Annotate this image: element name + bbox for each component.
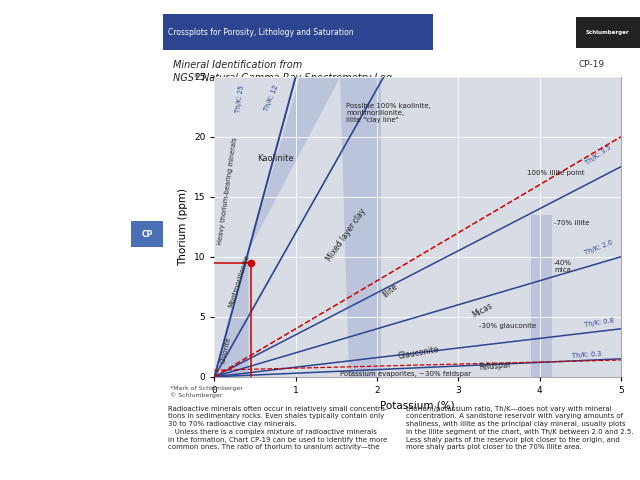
Text: Chlorite: Chlorite	[220, 336, 232, 364]
Y-axis label: Thorium (ppm): Thorium (ppm)	[179, 188, 188, 266]
Polygon shape	[340, 77, 381, 377]
X-axis label: Potassium (%): Potassium (%)	[380, 400, 455, 410]
Text: *Mark of Schlumberger
© Schlumberger: *Mark of Schlumberger © Schlumberger	[170, 386, 243, 398]
Text: Th/K: 12: Th/K: 12	[263, 84, 279, 112]
Text: Chart
CP-19: Chart CP-19	[43, 228, 120, 280]
Text: CP-19: CP-19	[578, 60, 604, 69]
Text: Heavy thorium-bearing minerals: Heavy thorium-bearing minerals	[218, 137, 239, 245]
Text: Th/K: 25: Th/K: 25	[235, 84, 245, 112]
Text: thorium/potassium ratio, Th/K—does not vary with mineral
concentration. A sandst: thorium/potassium ratio, Th/K—does not v…	[406, 406, 634, 450]
Text: 100% illite point: 100% illite point	[527, 170, 585, 176]
Text: Glauconite: Glauconite	[397, 345, 440, 361]
Text: Montmorillonite: Montmorillonite	[228, 253, 250, 308]
Polygon shape	[531, 215, 552, 377]
Text: Kaolinite: Kaolinite	[257, 154, 294, 163]
Text: Mineral Identification from
NGS* Natural Gamma Ray Spectrometry Log: Mineral Identification from NGS* Natural…	[173, 60, 392, 83]
Text: Possible 100% kaolinite,
montmorillonite,
illite "clay line": Possible 100% kaolinite, montmorillonite…	[346, 103, 431, 123]
Text: Mixed layer clay: Mixed layer clay	[324, 207, 367, 264]
Text: Th/K: 0.3: Th/K: 0.3	[572, 350, 602, 359]
Text: -30% glauconite: -30% glauconite	[479, 324, 536, 329]
Text: Crossplots for Porosity, Lithology and Saturation: Crossplots for Porosity, Lithology and S…	[168, 28, 353, 37]
Text: Schlumberger: Schlumberger	[586, 30, 629, 35]
Text: Natural
Gamma Ray
Spectrometry: Natural Gamma Ray Spectrometry	[20, 70, 143, 122]
Text: Illite: Illite	[381, 282, 399, 299]
Text: Feldspar: Feldspar	[479, 360, 512, 372]
Text: Potassium evaporites, ~30% feldspar: Potassium evaporites, ~30% feldspar	[340, 371, 472, 377]
FancyBboxPatch shape	[131, 221, 163, 247]
Text: Th/K: 0.8: Th/K: 0.8	[584, 317, 614, 328]
Text: Th/K: 2.0: Th/K: 2.0	[584, 239, 614, 255]
Text: Micas: Micas	[470, 301, 494, 320]
Text: 28: 28	[23, 454, 42, 468]
Polygon shape	[214, 77, 340, 377]
Text: Radioactive minerals often occur in relatively small concentra-
tions in sedimen: Radioactive minerals often occur in rela…	[168, 406, 387, 450]
Bar	[163, 14, 433, 50]
Bar	[575, 17, 640, 48]
Text: -40%
mica: -40% mica	[554, 260, 572, 273]
Text: -70% illite: -70% illite	[554, 220, 589, 226]
Text: Th/K: 3.5: Th/K: 3.5	[584, 144, 612, 166]
Text: CP: CP	[141, 230, 152, 239]
